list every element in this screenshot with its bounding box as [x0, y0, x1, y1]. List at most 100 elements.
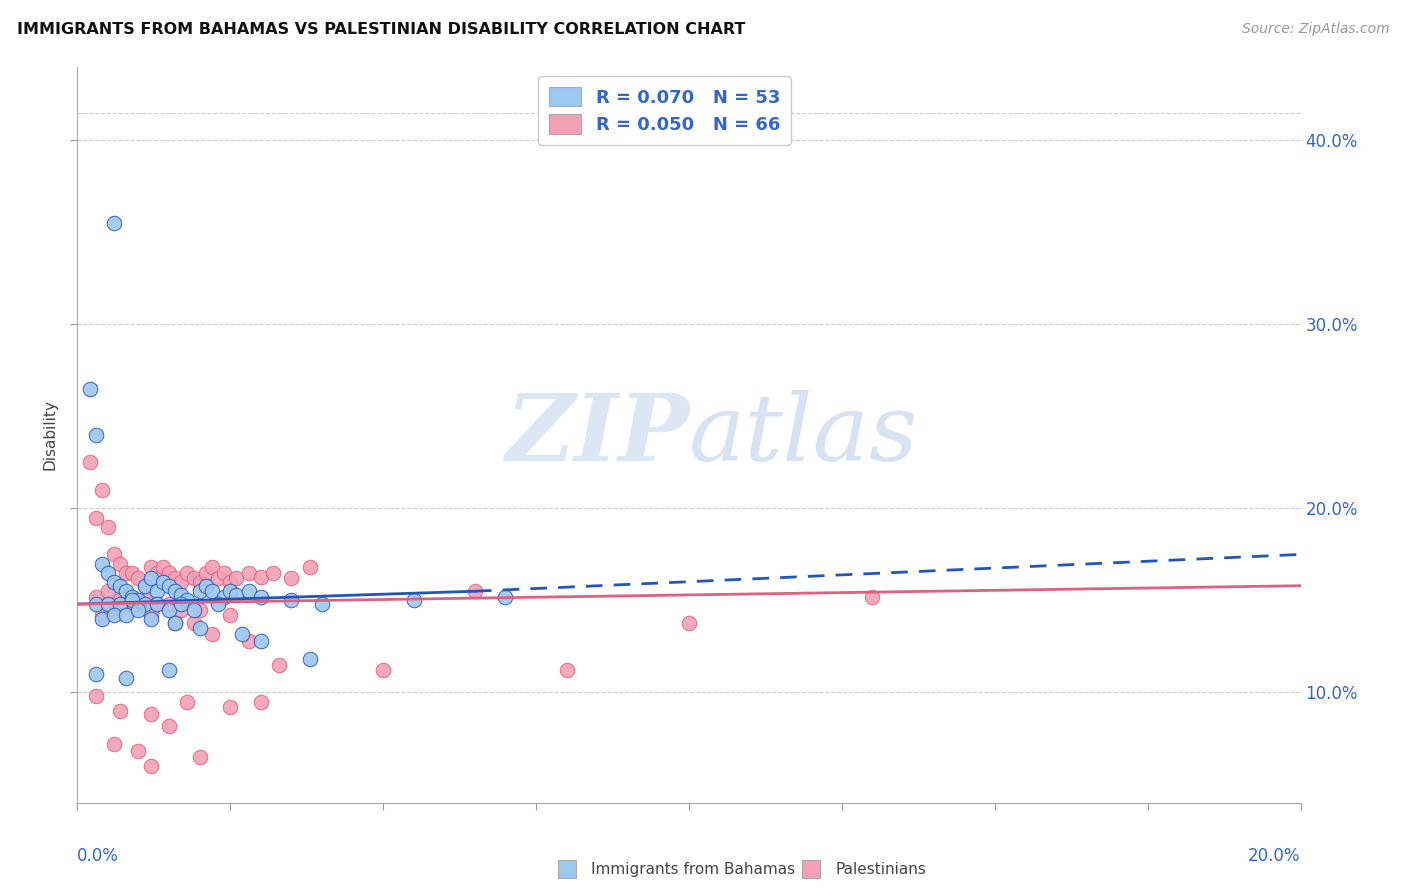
Point: [139, 707, 162, 722]
Point: [201, 584, 224, 599]
Point: [188, 602, 211, 616]
Point: [146, 597, 169, 611]
Point: [79, 382, 101, 396]
Point: [170, 597, 193, 611]
Point: [201, 560, 224, 574]
Point: [139, 571, 162, 585]
Point: [238, 633, 260, 648]
Point: [250, 569, 273, 583]
Point: [176, 695, 198, 709]
Point: [495, 590, 517, 604]
Point: [84, 689, 107, 703]
Text: ZIP: ZIP: [505, 390, 689, 480]
Point: [157, 718, 180, 732]
Point: [176, 593, 198, 607]
Point: [134, 579, 156, 593]
Point: [108, 579, 131, 593]
Point: [90, 608, 112, 623]
Point: [108, 557, 131, 571]
Point: [121, 593, 143, 607]
Point: [97, 520, 120, 534]
Point: [84, 597, 107, 611]
Point: [280, 593, 302, 607]
Point: [84, 590, 107, 604]
Point: [165, 615, 187, 630]
Point: [115, 671, 138, 685]
Point: [176, 566, 198, 580]
Point: [862, 590, 884, 604]
Point: [238, 566, 260, 580]
Point: [250, 590, 273, 604]
Point: [115, 584, 138, 599]
Point: [188, 749, 211, 764]
Point: [207, 571, 229, 585]
Point: [225, 571, 247, 585]
Point: [225, 588, 247, 602]
Point: [678, 615, 700, 630]
Text: 20.0%: 20.0%: [1249, 847, 1301, 865]
Text: IMMIGRANTS FROM BAHAMAS VS PALESTINIAN DISABILITY CORRELATION CHART: IMMIGRANTS FROM BAHAMAS VS PALESTINIAN D…: [17, 22, 745, 37]
Point: [157, 602, 180, 616]
Point: [97, 566, 120, 580]
Point: [146, 597, 169, 611]
Point: [157, 579, 180, 593]
Point: [464, 584, 486, 599]
Point: [84, 667, 107, 681]
Point: [139, 612, 162, 626]
Point: [194, 566, 217, 580]
Point: [134, 593, 156, 607]
Point: [238, 584, 260, 599]
Point: [84, 510, 107, 524]
Point: [269, 657, 291, 672]
Point: [127, 602, 149, 616]
Point: [188, 621, 211, 635]
Point: [90, 557, 112, 571]
Point: [170, 588, 193, 602]
Point: [212, 590, 235, 604]
Point: [139, 560, 162, 574]
Point: [183, 571, 205, 585]
Point: [165, 571, 187, 585]
Point: [170, 574, 193, 589]
Point: [115, 597, 138, 611]
Point: [402, 593, 425, 607]
Point: [157, 664, 180, 678]
Point: [90, 612, 112, 626]
Point: [108, 593, 131, 607]
Point: [250, 695, 273, 709]
Point: [371, 664, 394, 678]
Point: [115, 566, 138, 580]
Point: [97, 597, 120, 611]
Point: [127, 597, 149, 611]
Point: [121, 566, 143, 580]
Point: [231, 626, 253, 640]
Point: [212, 566, 235, 580]
Point: [207, 597, 229, 611]
Point: [103, 608, 125, 623]
Point: [165, 615, 187, 630]
Point: [250, 633, 273, 648]
Point: [139, 759, 162, 773]
Point: [219, 608, 242, 623]
Point: [298, 652, 321, 666]
Text: Source: ZipAtlas.com: Source: ZipAtlas.com: [1241, 22, 1389, 37]
Point: [127, 571, 149, 585]
Point: [90, 483, 112, 497]
Point: [79, 455, 101, 469]
Y-axis label: Disability: Disability: [42, 400, 58, 470]
Point: [157, 597, 180, 611]
Point: [103, 574, 125, 589]
Point: [108, 704, 131, 718]
Point: [280, 571, 302, 585]
Point: [152, 560, 174, 574]
Point: [219, 700, 242, 714]
Point: [146, 566, 169, 580]
Point: [103, 216, 125, 230]
Point: [121, 590, 143, 604]
Point: [121, 590, 143, 604]
Text: 0.0%: 0.0%: [77, 847, 120, 865]
Point: [262, 566, 284, 580]
Point: [115, 608, 138, 623]
Point: [183, 602, 205, 616]
Point: [188, 574, 211, 589]
